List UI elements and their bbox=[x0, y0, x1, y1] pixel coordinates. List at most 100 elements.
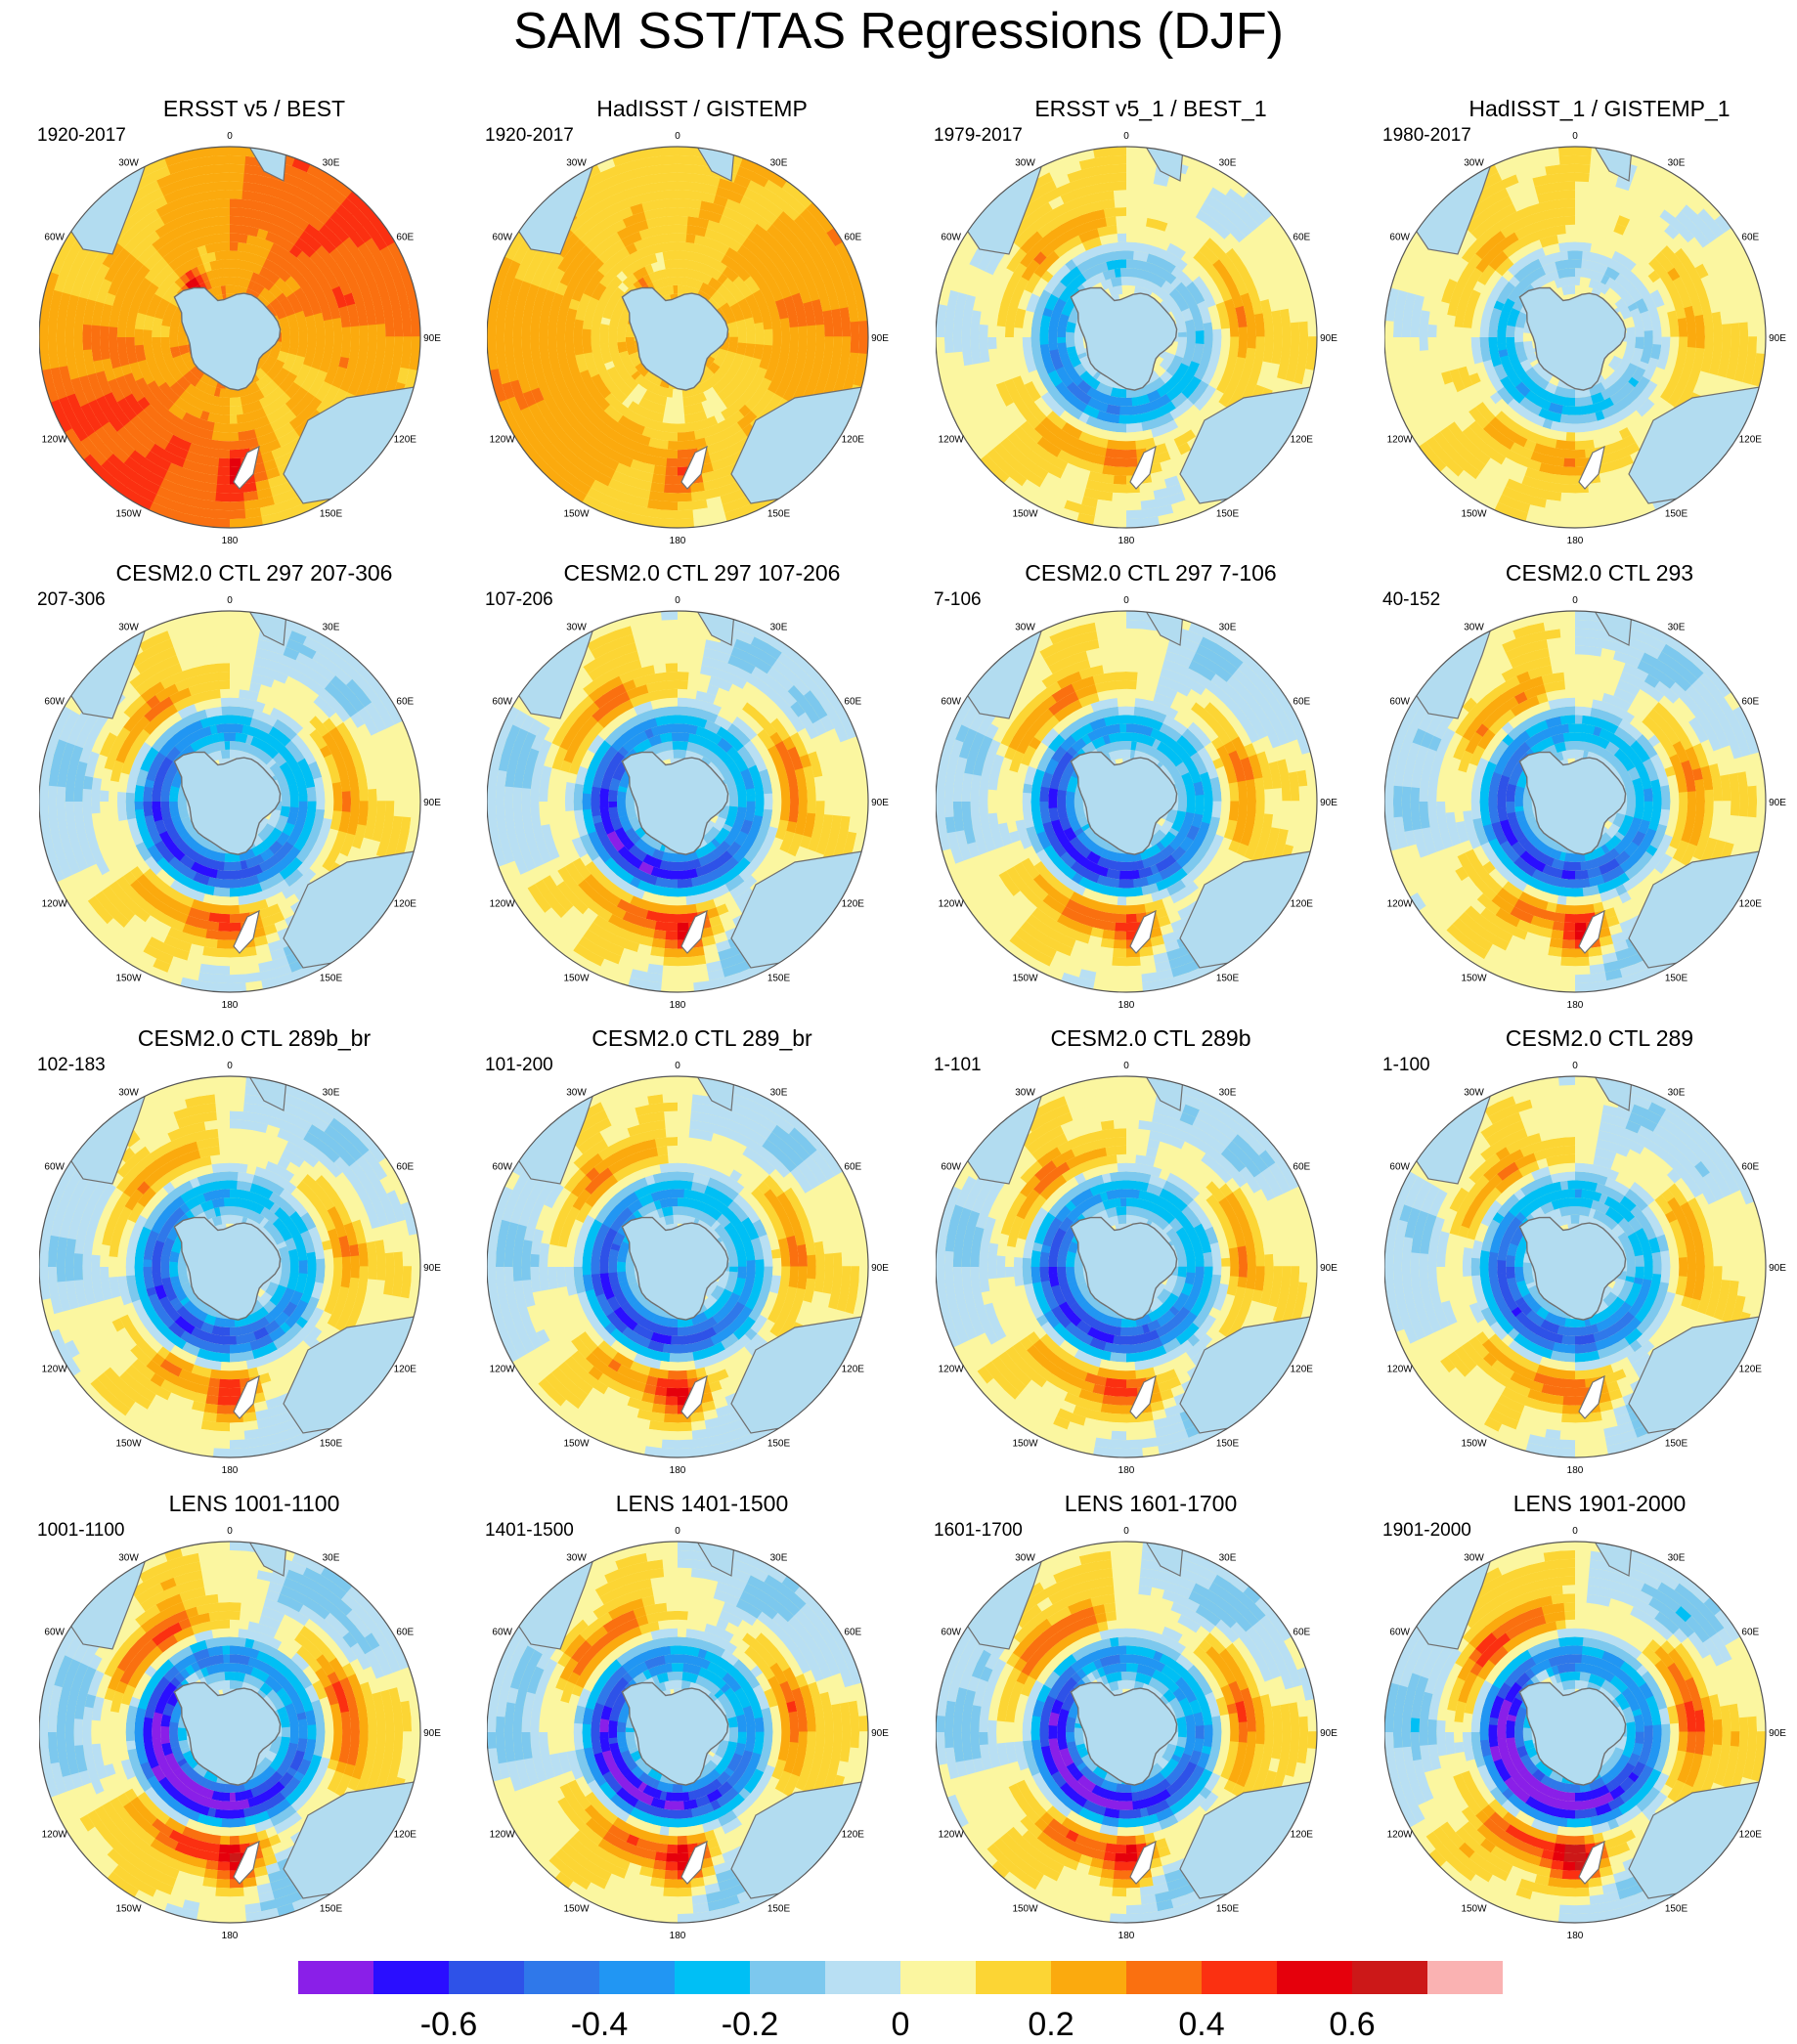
field-cell bbox=[213, 422, 223, 432]
field-cell bbox=[807, 325, 815, 337]
field-cell bbox=[1126, 407, 1133, 415]
field-cell bbox=[1126, 450, 1137, 458]
field-cell bbox=[1112, 493, 1126, 502]
field-cell bbox=[677, 155, 693, 165]
field-cell bbox=[665, 198, 678, 207]
field-cell bbox=[39, 321, 49, 338]
field-cell bbox=[229, 155, 245, 165]
field-cell bbox=[212, 147, 230, 156]
field-cell bbox=[1204, 329, 1212, 337]
field-cell bbox=[1100, 191, 1114, 201]
field-cell bbox=[1220, 345, 1230, 355]
field-cell bbox=[583, 321, 592, 330]
field-cell bbox=[1133, 251, 1142, 261]
field-cell bbox=[92, 349, 103, 363]
field-cell bbox=[241, 199, 254, 209]
field-cell bbox=[997, 315, 1007, 327]
field-cell bbox=[351, 326, 360, 337]
field-cell bbox=[677, 173, 691, 183]
field-cell bbox=[210, 440, 221, 450]
field-cell bbox=[358, 348, 368, 362]
field-cell bbox=[987, 337, 996, 350]
field-cell bbox=[217, 475, 231, 484]
field-cell bbox=[591, 337, 599, 345]
longitude-label: 150E bbox=[320, 508, 343, 519]
field-cell bbox=[209, 449, 221, 458]
field-cell bbox=[368, 324, 377, 337]
field-cell bbox=[1126, 518, 1144, 528]
field-cell bbox=[824, 323, 834, 337]
field-cell bbox=[1112, 182, 1126, 192]
field-cell bbox=[117, 318, 127, 328]
panel-title: ERSST v5_1 / BEST_1 bbox=[936, 96, 1366, 122]
field-cell bbox=[57, 337, 66, 353]
field-cell bbox=[987, 326, 996, 338]
field-cell bbox=[1031, 329, 1040, 338]
field-cell bbox=[1115, 458, 1126, 467]
field-cell bbox=[1126, 414, 1134, 423]
field-cell bbox=[851, 336, 860, 353]
field-cell bbox=[667, 216, 678, 225]
field-cell bbox=[790, 326, 799, 337]
field-cell bbox=[666, 466, 679, 475]
field-cell bbox=[664, 484, 679, 493]
longitude-label: 60W bbox=[492, 233, 512, 243]
field-cell bbox=[91, 326, 100, 338]
map-panel: 030E60E90E120E150E180150W120W90W60W30WHa… bbox=[1384, 96, 1797, 555]
field-cell bbox=[101, 348, 110, 361]
field-cell bbox=[1103, 208, 1116, 218]
map-panel: 030E60E90E120E150E180150W120W90W60W30WER… bbox=[39, 96, 469, 555]
field-cell bbox=[1212, 328, 1221, 337]
field-cell bbox=[1111, 510, 1127, 520]
panel-title: ERSST v5 / BEST bbox=[39, 96, 469, 122]
field-cell bbox=[48, 337, 58, 354]
field-cell bbox=[936, 321, 945, 338]
field-cell bbox=[1264, 324, 1274, 337]
field-cell bbox=[1126, 432, 1136, 441]
field-cell bbox=[1280, 350, 1291, 366]
field-cell bbox=[1263, 311, 1274, 325]
field-cell bbox=[1126, 225, 1137, 234]
field-cell bbox=[1107, 440, 1118, 450]
field-cell bbox=[1282, 323, 1292, 337]
field-cell bbox=[215, 173, 230, 183]
field-cell bbox=[1125, 190, 1139, 198]
field-cell bbox=[833, 323, 843, 337]
field-cell bbox=[814, 311, 825, 325]
field-cell bbox=[556, 317, 566, 328]
longitude-label: 180 bbox=[222, 536, 239, 546]
field-cell bbox=[1273, 336, 1282, 351]
field-cell bbox=[688, 199, 702, 209]
longitude-label: 30W bbox=[118, 158, 139, 169]
field-cell bbox=[222, 423, 231, 432]
field-cell bbox=[325, 327, 333, 337]
field-cell bbox=[729, 337, 738, 343]
field-cell bbox=[109, 317, 118, 328]
field-cell bbox=[1106, 449, 1118, 458]
field-cell bbox=[230, 234, 240, 242]
field-cell bbox=[665, 475, 679, 484]
field-cell bbox=[799, 326, 808, 337]
panel-year-range: 1920-2017 bbox=[37, 125, 126, 147]
field-cell bbox=[403, 321, 413, 337]
field-cell bbox=[230, 441, 241, 450]
field-cell bbox=[333, 327, 342, 338]
field-cell bbox=[1125, 173, 1140, 183]
field-cell bbox=[591, 329, 599, 337]
field-cell bbox=[539, 326, 548, 338]
field-cell bbox=[1118, 415, 1126, 424]
field-cell bbox=[109, 326, 117, 337]
field-cell bbox=[944, 322, 954, 338]
field-cell bbox=[213, 518, 231, 528]
field-cell bbox=[781, 327, 790, 338]
field-cell bbox=[1101, 474, 1116, 485]
field-cell bbox=[230, 414, 238, 423]
field-cell bbox=[608, 331, 617, 338]
field-cell bbox=[522, 337, 532, 352]
field-cell bbox=[324, 345, 333, 355]
field-cell bbox=[663, 173, 678, 183]
field-cell bbox=[1196, 330, 1205, 337]
field-cell bbox=[979, 337, 988, 351]
field-cell bbox=[664, 190, 678, 199]
field-cell bbox=[349, 347, 359, 360]
